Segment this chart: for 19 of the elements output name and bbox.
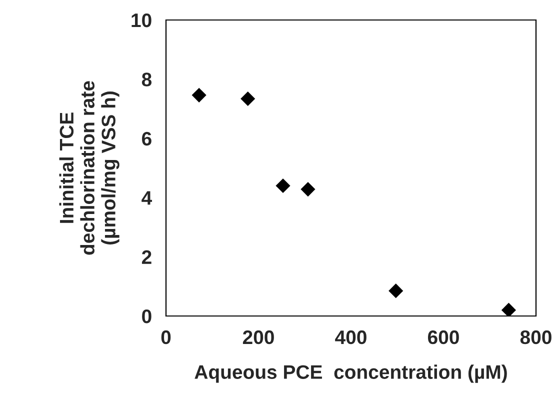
x-tick-label: 400 bbox=[335, 330, 366, 344]
x-tick-label: 800 bbox=[520, 330, 552, 344]
point bbox=[240, 91, 256, 106]
x-tick-label: 600 bbox=[428, 330, 459, 344]
x-tick-label: 200 bbox=[242, 330, 274, 344]
point bbox=[192, 88, 206, 102]
y-tick-label: 6 bbox=[142, 132, 152, 146]
y-axis-title: Ininitial TCE dechlorination rate (µmol/mg VSS h) bbox=[59, 81, 120, 255]
x-tick-label: 0 bbox=[161, 330, 171, 344]
point bbox=[501, 302, 516, 316]
y-tick-label: 0 bbox=[142, 309, 152, 324]
y-tick-label: 8 bbox=[142, 72, 152, 86]
point bbox=[300, 182, 316, 197]
point bbox=[388, 284, 404, 298]
y-tick-label: 2 bbox=[142, 250, 152, 264]
x-axis-title: Aqueous PCE concentration (µM) bbox=[194, 364, 507, 383]
y-tick-label: 10 bbox=[132, 13, 152, 28]
y-tick-label: 4 bbox=[142, 191, 152, 205]
point bbox=[276, 178, 290, 194]
